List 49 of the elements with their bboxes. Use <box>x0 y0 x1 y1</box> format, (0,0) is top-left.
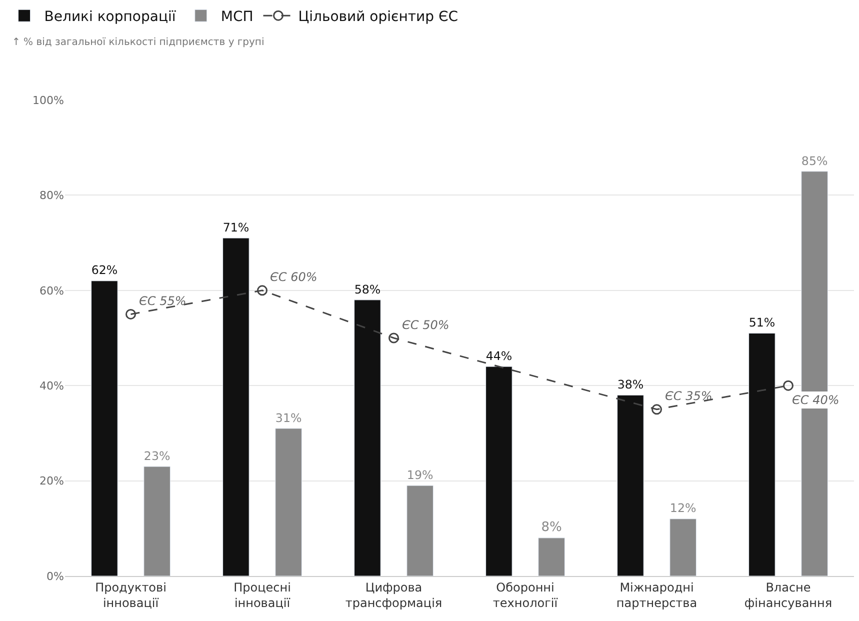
legend-label: Великі корпорації <box>44 9 176 26</box>
point <box>257 285 268 296</box>
data-label: 8% <box>541 520 562 535</box>
point <box>126 308 136 320</box>
legend-label: Цільовий орієнтир ЄС <box>298 9 458 26</box>
y-tick-label: 60% <box>40 284 64 298</box>
data-label: 19% <box>406 468 434 482</box>
data-label: 38% <box>617 377 644 392</box>
bar <box>538 538 565 576</box>
data-label: ЄС 35% <box>665 389 712 403</box>
x-tick-label: Цифрова трансформація <box>345 580 442 610</box>
bar <box>354 300 381 576</box>
data-label: 12% <box>670 501 696 516</box>
bar <box>91 280 118 576</box>
y-tick-label: 100% <box>32 94 64 107</box>
data-label: ЄС 60% <box>270 270 318 284</box>
bar <box>144 466 170 576</box>
bar <box>275 428 302 576</box>
data-label: 51% <box>748 316 776 330</box>
y-tick-label: 0% <box>46 570 64 583</box>
data-label: 23% <box>144 448 170 463</box>
data-label: ЄС 40% <box>792 393 840 407</box>
point <box>388 332 399 344</box>
y-tick-label: 80% <box>40 189 64 202</box>
data-label: ЄС 55% <box>139 294 186 308</box>
data-label: 71% <box>222 220 250 234</box>
bar <box>406 485 434 576</box>
bar <box>617 394 644 576</box>
text: ↑ % від загальної кількості підприємств у групі <box>12 37 264 48</box>
y-tick-label: 40% <box>40 379 64 392</box>
bar <box>670 518 696 576</box>
bar <box>486 366 512 576</box>
point <box>783 380 794 391</box>
x-tick-label: Оборонні технології <box>492 580 558 610</box>
y-tick-label: 20% <box>40 474 64 488</box>
data-label: ЄС 50% <box>402 318 450 332</box>
data-label: 85% <box>801 154 828 168</box>
legend-label: МСП <box>220 9 254 26</box>
data-label: 58% <box>354 282 381 296</box>
data-label: 62% <box>91 263 118 278</box>
bar <box>748 332 776 576</box>
data-label: 44% <box>486 348 512 363</box>
point <box>652 404 662 415</box>
x-tick-label: Продуктові інновації <box>95 580 166 610</box>
bar <box>222 238 250 576</box>
x-tick-label: Власне фінансування <box>744 580 832 610</box>
data-label: 31% <box>275 410 302 425</box>
x-tick-label: Міжнародні партнерства <box>616 580 698 610</box>
x-tick-label: Процесні інновації <box>234 580 291 610</box>
